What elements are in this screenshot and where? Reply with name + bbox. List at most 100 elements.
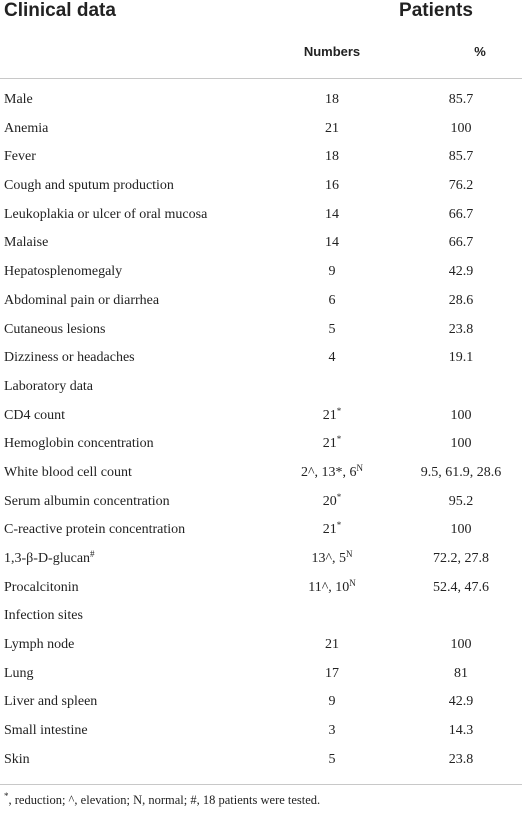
- row-number: 17: [262, 666, 402, 682]
- row-percent: 81: [454, 665, 468, 681]
- row-label-text: Infection sites: [4, 608, 83, 624]
- row-number-text: 16: [325, 178, 339, 194]
- table-row: Anemia 21 100: [0, 115, 522, 144]
- row-label-superscript: #: [90, 549, 95, 559]
- table-row: Lymph node 21 100: [0, 631, 522, 660]
- table-row: Male 18 85.7: [0, 86, 522, 115]
- row-number: 18: [262, 92, 402, 108]
- row-label: Infection sites: [4, 608, 83, 624]
- row-label-text: Anemia: [4, 120, 49, 136]
- row-label: Cutaneous lesions: [4, 322, 106, 338]
- row-label-text: Small intestine: [4, 723, 88, 739]
- row-label: Serum albumin concentration: [4, 494, 170, 510]
- row-label-text: Serum albumin concentration: [4, 493, 170, 509]
- row-percent: 23.8: [448, 321, 474, 337]
- row-label-text: Procalcitonin: [4, 579, 79, 595]
- row-percent: 9.5, 61.9, 28.6: [420, 464, 502, 480]
- table-row: Hemoglobin concentration 21* 100: [0, 430, 522, 459]
- table-row: 1,3-β-D-glucan# 13^, 5N 72.2, 27.8: [0, 545, 522, 574]
- row-percent: 52.4, 47.6: [433, 579, 489, 595]
- table-row: C-reactive protein concentration 21* 100: [0, 516, 522, 545]
- row-label-text: Abdominal pain or diarrhea: [4, 292, 160, 308]
- row-label-text: Lymph node: [4, 637, 75, 653]
- row-number: 21*: [262, 521, 402, 538]
- table-row: Leukoplakia or ulcer of oral mucosa 14 66.…: [0, 201, 522, 230]
- row-label: C-reactive protein concentration: [4, 522, 185, 538]
- footnote-text: , reduction; ^, elevation; N, normal; #,…: [8, 793, 321, 807]
- row-label-text: Lung: [4, 665, 34, 681]
- table-row: CD4 count 21* 100: [0, 402, 522, 431]
- table-footnote: *, reduction; ^, elevation; N, normal; #…: [4, 791, 321, 808]
- row-label: Laboratory data: [4, 379, 93, 395]
- row-number: 20*: [262, 492, 402, 510]
- row-number-text: 21: [322, 407, 337, 423]
- row-label: Hepatosplenomegaly: [4, 264, 122, 280]
- row-label: Hemoglobin concentration: [4, 436, 154, 452]
- row-number: 4: [262, 350, 402, 366]
- row-percent: 76.2: [448, 178, 474, 194]
- row-percent: 23.8: [448, 751, 474, 767]
- row-number: 21: [262, 637, 402, 653]
- row-label: Anemia: [4, 121, 48, 137]
- row-number-text: 17: [325, 665, 339, 681]
- row-number-text: 5: [328, 751, 336, 767]
- row-label: Liver and spleen: [4, 694, 97, 710]
- row-number: 5: [262, 752, 402, 768]
- row-number-text: 3: [328, 723, 336, 739]
- row-number: 21*: [262, 405, 402, 424]
- row-label: CD4 count: [4, 408, 65, 424]
- table-row: Lung 17 81: [0, 660, 522, 689]
- row-label: Cough and sputum production: [4, 178, 174, 194]
- row-percent: 100: [450, 120, 472, 136]
- row-label-text: Hemoglobin concentration: [4, 436, 154, 452]
- row-percent: 100: [450, 436, 472, 452]
- row-number: 6: [262, 293, 402, 309]
- row-label: Dizziness or headaches: [4, 350, 135, 366]
- row-number-text: 13^, 5: [311, 551, 347, 566]
- row-label-text: 1,3-β-D-glucan: [4, 551, 91, 566]
- footer-divider: [0, 784, 522, 785]
- table-row: Cough and sputum production 16 76.2: [0, 172, 522, 201]
- table-row: Liver and spleen 9 42.9: [0, 688, 522, 717]
- row-number-text: 4: [328, 350, 336, 366]
- row-number-text: 21: [325, 637, 339, 653]
- row-label-text: Male: [4, 92, 33, 107]
- row-label-text: Liver and spleen: [4, 694, 98, 710]
- row-label: Leukoplakia or ulcer of oral mucosa: [4, 207, 207, 223]
- table-row: Serum albumin concentration 20* 95.2: [0, 488, 522, 517]
- header-percent: %: [474, 44, 486, 59]
- row-percent: 28.6: [448, 292, 474, 308]
- header-patients: Patients: [399, 0, 473, 21]
- row-number: 21: [262, 121, 402, 137]
- header-divider: [0, 78, 522, 79]
- row-number-superscript: *: [336, 434, 342, 445]
- row-number: 14: [262, 235, 402, 251]
- row-label-text: White blood cell count: [4, 464, 132, 480]
- row-number-text: 14: [325, 235, 339, 251]
- row-number-text: 5: [328, 321, 336, 337]
- row-number-text: 20: [322, 493, 337, 509]
- row-number-text: 2^, 13*, 6: [300, 464, 357, 480]
- row-percent: 42.9: [448, 264, 474, 280]
- row-label-text: Cough and sputum production: [4, 178, 174, 194]
- row-number-superscript: *: [336, 405, 342, 416]
- row-label-text: CD4 count: [4, 407, 66, 423]
- footnote-asterisk: *: [4, 791, 9, 801]
- row-percent: 85.7: [448, 149, 474, 165]
- row-number: 11^, 10N: [262, 578, 402, 596]
- row-number: 2^, 13*, 6N: [262, 463, 402, 481]
- row-label-text: Cutaneous lesions: [4, 321, 106, 337]
- row-number-text: 6: [328, 292, 336, 308]
- row-percent: 42.9: [448, 694, 474, 710]
- row-label: Fever: [4, 149, 36, 165]
- row-percent: 72.2, 27.8: [433, 551, 489, 566]
- table-row: Infection sites: [0, 602, 522, 631]
- row-percent: 95.2: [448, 493, 474, 509]
- row-number: 13^, 5N: [262, 550, 402, 567]
- row-label-text: Fever: [4, 149, 36, 165]
- table-row: Procalcitonin 11^, 10N 52.4, 47.6: [0, 574, 522, 603]
- row-number-text: 21: [322, 436, 337, 452]
- row-label: Lung: [4, 666, 34, 682]
- row-number-text: 21: [322, 522, 337, 538]
- row-number: 5: [262, 322, 402, 338]
